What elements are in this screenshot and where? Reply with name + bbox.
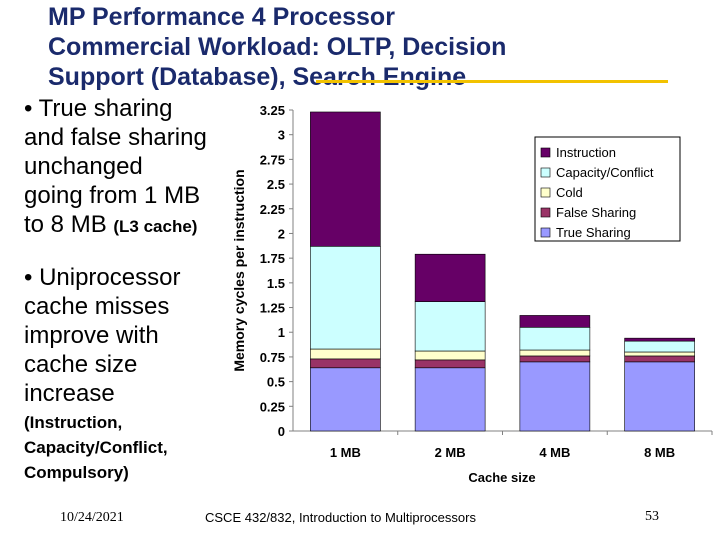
bar-segment-false-sharing bbox=[310, 358, 381, 369]
note-line: (Instruction, bbox=[24, 413, 123, 432]
legend-label: True Sharing bbox=[556, 225, 631, 240]
bar-segment-false-sharing bbox=[624, 355, 695, 363]
bar-segment-capacity-conflict bbox=[519, 326, 591, 351]
legend-swatch bbox=[540, 227, 551, 238]
x-tick-label: 8 MB bbox=[644, 445, 675, 460]
title-line-2: Commercial Workload: OLTP, Decision bbox=[48, 33, 507, 61]
legend-swatch bbox=[540, 207, 551, 218]
bar-segment-instruction bbox=[310, 111, 381, 247]
bullet-true-false-sharing: • True sharing and false sharing unchang… bbox=[24, 94, 239, 241]
bar-segment-true-sharing bbox=[414, 367, 486, 432]
bullet-line: cache misses bbox=[24, 293, 170, 320]
bullet-line: • True sharing bbox=[24, 95, 173, 122]
y-tick-label: 0.25 bbox=[260, 399, 285, 414]
y-tick-label: 2.25 bbox=[260, 202, 285, 217]
bar-segment-false-sharing bbox=[414, 359, 486, 369]
footer-course: CSCE 432/832, Introduction to Multiproce… bbox=[205, 510, 476, 525]
bar-segment-capacity-conflict bbox=[624, 340, 695, 353]
y-tick-label: 2.75 bbox=[260, 152, 285, 167]
legend-label: False Sharing bbox=[556, 205, 636, 220]
y-tick-label: 2.5 bbox=[267, 177, 285, 192]
bullet-line-main: to 8 MB bbox=[24, 211, 114, 238]
note-line: Compulsory) bbox=[24, 463, 129, 482]
bar-segment-instruction bbox=[624, 337, 695, 342]
bar-segment-capacity-conflict bbox=[310, 246, 381, 350]
y-tick-label: 1 bbox=[278, 325, 285, 340]
y-tick-label: 3.25 bbox=[260, 103, 285, 118]
bullet-line: cache size bbox=[24, 351, 138, 378]
x-tick-label: 2 MB bbox=[435, 445, 466, 460]
y-tick-label: 3 bbox=[278, 128, 285, 143]
bar-segment-true-sharing bbox=[624, 361, 695, 432]
note-line: Capacity/Conflict, bbox=[24, 438, 168, 457]
bar-segment-true-sharing bbox=[519, 361, 591, 432]
slide-title: MP Performance 4 Processor Commercial Wo… bbox=[48, 2, 668, 92]
legend-label: Cold bbox=[556, 185, 583, 200]
bar-segment-false-sharing bbox=[519, 355, 591, 363]
bullet-line: • Uniprocessor bbox=[24, 264, 181, 291]
footer-date: 10/24/2021 bbox=[60, 510, 124, 525]
bar-segment-cold bbox=[310, 348, 381, 360]
y-tick-label: 0 bbox=[278, 424, 285, 439]
bullet-uniprocessor-note: (Instruction, Capacity/Conflict, Compuls… bbox=[24, 410, 239, 485]
bullet-line: to 8 MB (L3 cache) bbox=[24, 210, 239, 241]
bullet-line: and false sharing bbox=[24, 124, 207, 151]
bar-segment-capacity-conflict bbox=[414, 301, 486, 352]
y-axis-title: Memory cycles per instruction bbox=[231, 169, 247, 371]
bullet-list: • True sharing and false sharing unchang… bbox=[24, 94, 239, 485]
x-tick-label: 4 MB bbox=[539, 445, 570, 460]
bar-segment-cold bbox=[414, 350, 486, 361]
bullet-line-note: (L3 cache) bbox=[113, 217, 198, 236]
footer-page-number: 53 bbox=[645, 509, 659, 524]
legend-swatch bbox=[540, 187, 551, 198]
x-axis-title: Cache size bbox=[468, 470, 535, 485]
bullet-line: going from 1 MB bbox=[24, 182, 201, 209]
bar-segment-cold bbox=[624, 351, 695, 357]
bullet-line: increase bbox=[24, 380, 115, 407]
bullet-line: improve with bbox=[24, 322, 159, 349]
bullet-line: unchanged bbox=[24, 153, 143, 180]
y-tick-label: 2 bbox=[278, 226, 285, 241]
legend-swatch bbox=[540, 147, 551, 158]
y-tick-label: 0.5 bbox=[267, 375, 285, 390]
y-tick-label: 1.75 bbox=[260, 251, 285, 266]
title-line-1: MP Performance 4 Processor bbox=[48, 3, 395, 31]
y-tick-label: 1.25 bbox=[260, 301, 285, 316]
legend-label: Capacity/Conflict bbox=[556, 165, 654, 180]
stacked-bar-chart: 0 0.25 0.5 0.75 1 1.25 1.5 1.75 2 2.25 2.5 2.75 3 3.2… bbox=[231, 103, 713, 485]
y-tick-label: 1.5 bbox=[267, 276, 285, 291]
legend-label: Instruction bbox=[556, 145, 616, 160]
legend-box bbox=[534, 136, 681, 242]
legend-swatch bbox=[540, 167, 551, 178]
bar-segment-cold bbox=[519, 349, 591, 357]
title-line-3: Support (Database), Search Engine bbox=[48, 63, 467, 91]
x-tick-label: 1 MB bbox=[330, 445, 361, 460]
bar-segment-instruction bbox=[519, 315, 591, 328]
bar-segment-true-sharing bbox=[310, 367, 381, 432]
title-accent-rule bbox=[316, 80, 668, 83]
y-tick-label: 0.75 bbox=[260, 350, 285, 365]
bullet-uniprocessor-misses: • Uniprocessor cache misses improve with… bbox=[24, 263, 239, 408]
bar-segment-instruction bbox=[414, 253, 486, 302]
